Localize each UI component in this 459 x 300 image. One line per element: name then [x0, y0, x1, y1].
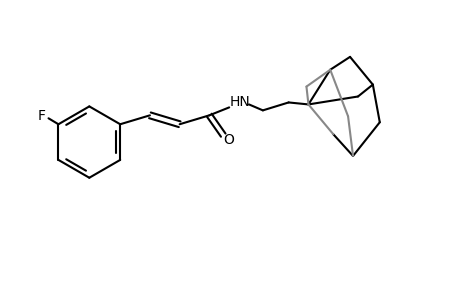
Text: O: O [222, 133, 233, 147]
Text: F: F [38, 109, 45, 123]
Text: HN: HN [229, 95, 250, 110]
